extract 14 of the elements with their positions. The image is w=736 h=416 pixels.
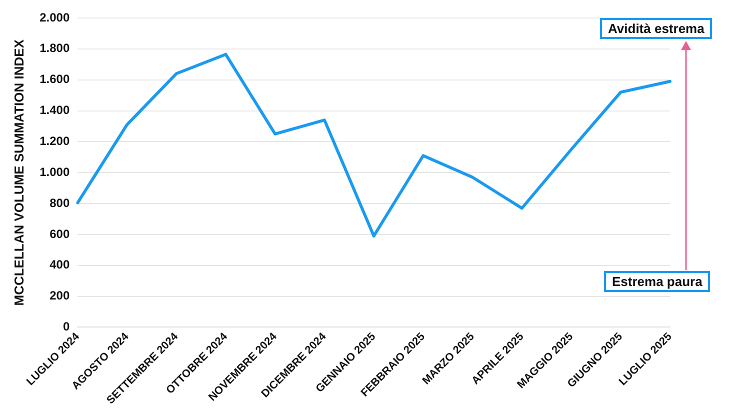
y-tick-label: 1.400 [40, 103, 70, 118]
annotation: Avidità estrema [600, 18, 712, 39]
y-tick-label: 1.600 [40, 72, 70, 86]
y-axis-title: MCCLELLAN VOLUME SUMMATION INDEX [11, 39, 26, 306]
y-tick-label: 2.000 [40, 10, 70, 24]
y-tick-label: 400 [50, 258, 70, 272]
y-tick-label: 1.800 [40, 41, 70, 56]
y-tick-label: 800 [50, 196, 70, 210]
y-tick-label: 600 [50, 226, 70, 241]
y-tick-label: 200 [50, 288, 70, 303]
y-tick-label: 1.000 [40, 164, 70, 179]
y-tick-label: 0 [62, 320, 70, 334]
annotation: Estrema paura [604, 271, 710, 292]
y-tick-label: 1.200 [40, 134, 70, 148]
